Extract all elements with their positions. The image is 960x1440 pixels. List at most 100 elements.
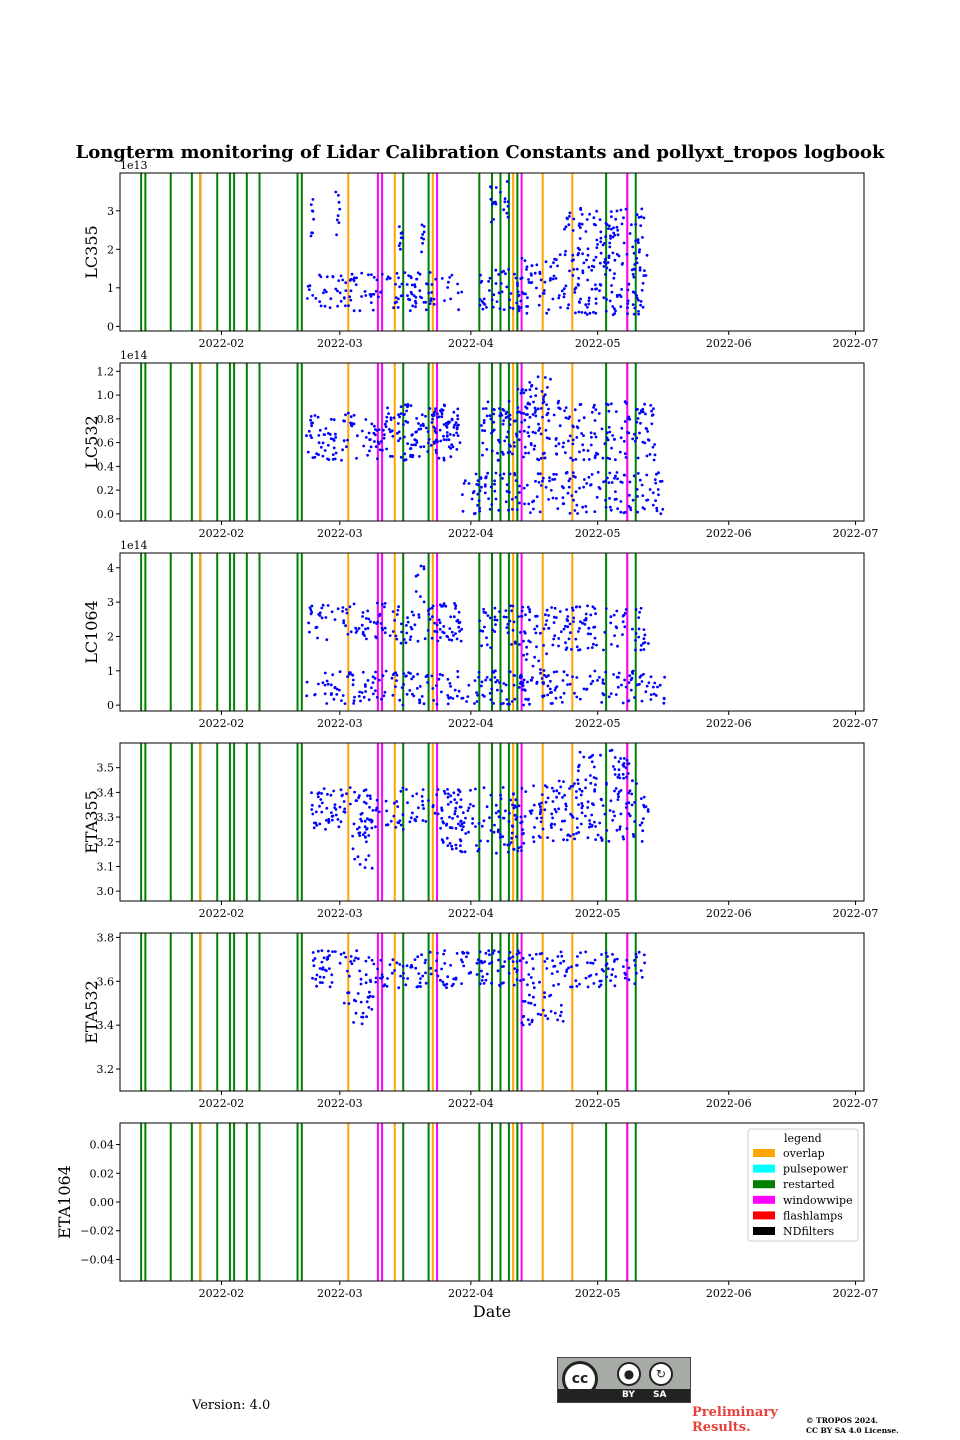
data-point: [405, 631, 409, 635]
data-point: [496, 688, 499, 692]
data-point: [613, 258, 617, 262]
data-point: [638, 823, 642, 827]
data-point: [562, 670, 566, 674]
data-point: [424, 971, 427, 975]
y-axis-label: ETA1064: [55, 1165, 74, 1239]
data-point: [377, 428, 381, 431]
data-point: [564, 249, 567, 253]
data-point: [571, 784, 575, 788]
data-point: [397, 276, 400, 280]
data-point: [504, 500, 508, 504]
data-point: [480, 969, 483, 973]
data-point: [616, 798, 620, 801]
data-point: [508, 490, 511, 494]
data-point: [385, 447, 388, 451]
data-point: [434, 448, 438, 452]
data-point: [631, 498, 635, 502]
data-point: [555, 789, 559, 793]
data-point: [607, 409, 611, 413]
data-point: [559, 828, 563, 831]
data-point: [440, 816, 444, 820]
data-point: [609, 508, 613, 512]
data-point: [625, 958, 629, 962]
data-point: [450, 418, 454, 422]
data-point: [417, 972, 421, 975]
data-point: [355, 456, 358, 460]
data-point: [577, 251, 580, 255]
data-point: [510, 643, 513, 646]
data-point: [584, 617, 588, 620]
data-point: [534, 631, 538, 635]
axes-frame: [119, 932, 865, 1092]
data-point: [582, 458, 586, 462]
data-point: [582, 755, 586, 759]
data-point: [395, 432, 399, 435]
data-point: [493, 676, 497, 679]
data-point: [657, 471, 660, 475]
x-tick-label: 2022-04: [448, 337, 494, 350]
data-point: [575, 503, 579, 507]
data-point: [431, 805, 435, 809]
data-point: [555, 497, 558, 500]
data-point: [614, 474, 617, 478]
data-point: [536, 1012, 540, 1016]
data-point: [649, 698, 653, 701]
data-point: [443, 789, 446, 793]
data-point: [616, 792, 620, 796]
data-point: [588, 822, 592, 826]
data-point: [410, 677, 414, 681]
data-point: [333, 618, 337, 621]
data-point: [362, 695, 366, 699]
data-point: [584, 950, 588, 954]
data-point: [644, 274, 648, 277]
data-point: [424, 426, 428, 430]
y-tick-label: 0: [107, 699, 114, 712]
data-point: [576, 246, 580, 250]
data-point: [611, 968, 615, 971]
y-tick-label: 0.00: [90, 1196, 115, 1209]
data-point: [620, 683, 623, 687]
data-point: [572, 620, 575, 623]
data-point: [310, 610, 314, 614]
data-point: [375, 278, 379, 282]
data-point: [614, 975, 617, 978]
data-point: [479, 273, 482, 277]
data-point: [398, 241, 402, 245]
data-point: [535, 495, 539, 499]
data-point: [584, 303, 588, 307]
data-point: [503, 960, 507, 963]
data-point: [510, 609, 513, 613]
data-point: [324, 968, 327, 972]
data-point: [334, 813, 338, 817]
data-point: [310, 604, 314, 608]
data-point: [384, 669, 388, 673]
data-point: [352, 602, 356, 606]
data-point: [437, 618, 441, 622]
data-point: [388, 428, 391, 431]
data-point: [451, 817, 454, 820]
data-point: [361, 670, 365, 674]
data-point: [541, 476, 545, 480]
data-point: [471, 817, 475, 821]
data-point: [502, 981, 505, 985]
data-point: [428, 302, 432, 305]
data-point: [604, 309, 608, 313]
data-point: [542, 644, 545, 647]
data-point: [592, 982, 596, 985]
data-point: [630, 268, 634, 272]
data-point: [648, 488, 652, 491]
data-point: [418, 272, 422, 276]
data-point: [454, 843, 458, 847]
data-point: [635, 955, 638, 959]
data-point: [571, 608, 575, 612]
data-point: [320, 801, 324, 805]
data-point: [445, 438, 448, 442]
data-point: [358, 309, 362, 313]
data-point: [311, 812, 315, 816]
data-point: [450, 273, 454, 277]
data-point: [310, 791, 313, 795]
data-point: [492, 702, 495, 705]
x-tick-label: 2022-05: [575, 1287, 621, 1300]
data-point: [623, 452, 627, 455]
